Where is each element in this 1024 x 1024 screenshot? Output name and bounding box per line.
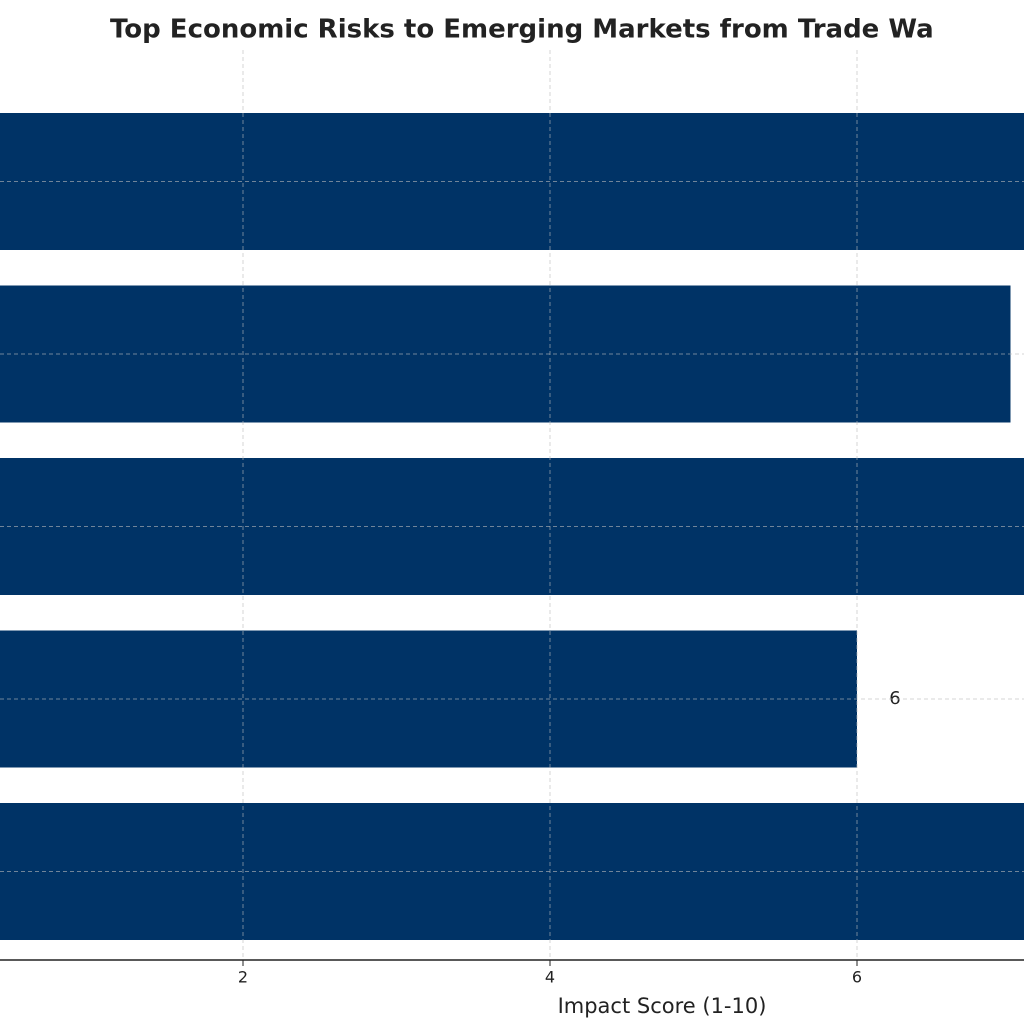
x-axis-label: Impact Score (1-10) xyxy=(558,994,767,1018)
x-tick-label: 6 xyxy=(852,968,862,987)
chart-title: Top Economic Risks to Emerging Markets f… xyxy=(110,15,934,45)
x-tick-label: 2 xyxy=(238,968,248,987)
data-label: 6 xyxy=(889,688,900,709)
x-tick-label: 4 xyxy=(545,968,555,987)
